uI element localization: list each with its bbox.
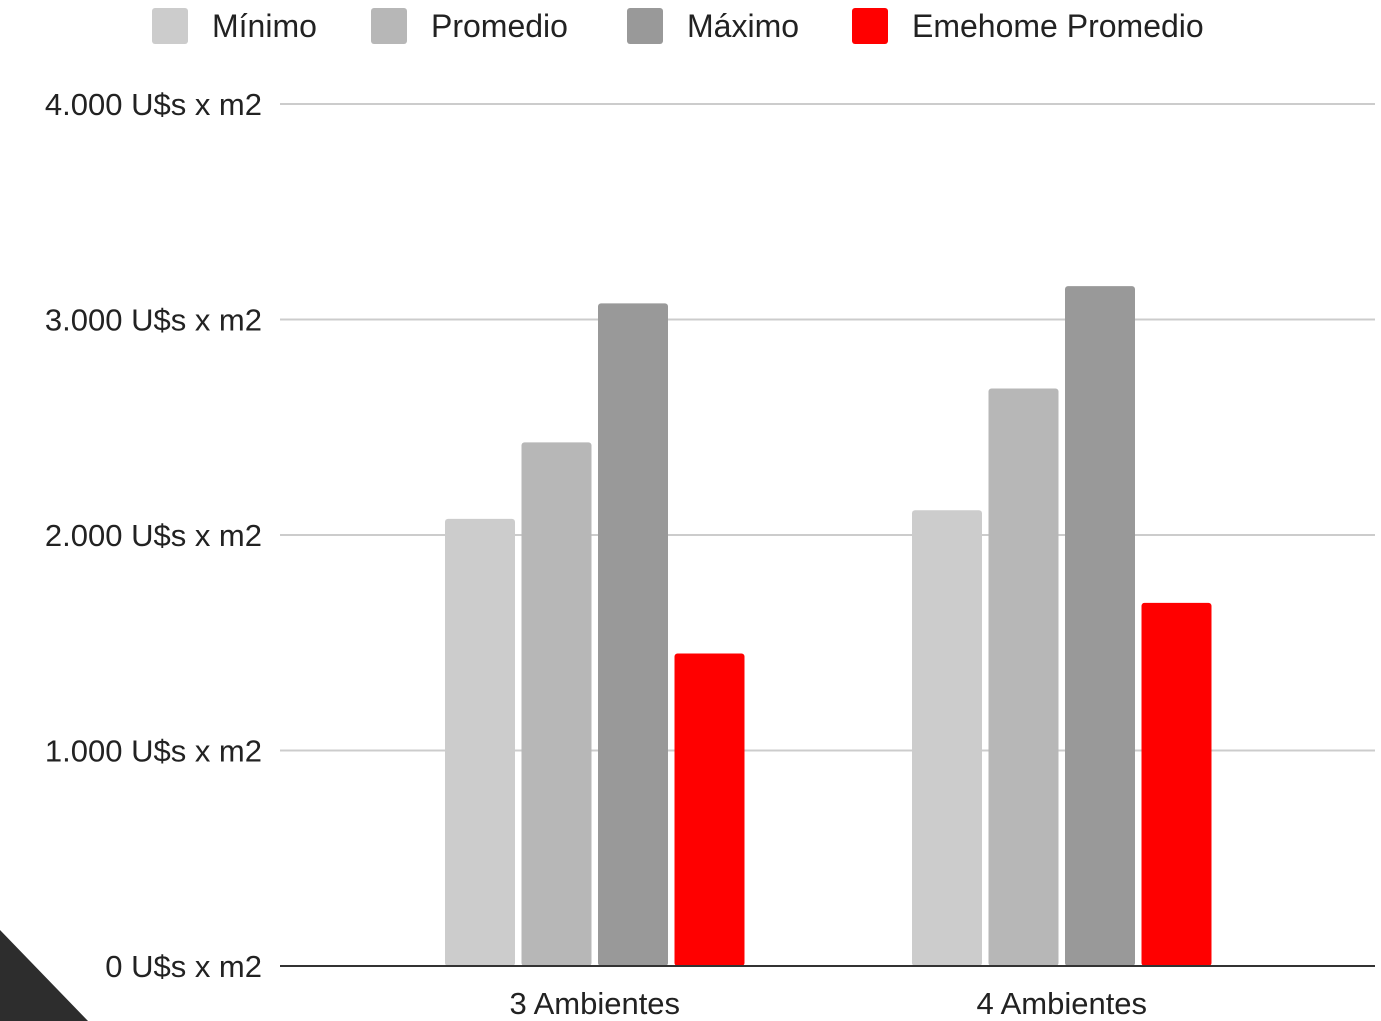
bar-promedio-4-ambientes [988,388,1059,967]
bar-promedio-3-ambientes [521,442,592,967]
bar-emehome-promedio-4-ambientes [1141,602,1212,966]
y-tick-label: 0 U$s x m2 [105,949,262,984]
y-tick-label: 2.000 U$s x m2 [45,518,262,553]
y-tick-label: 3.000 U$s x m2 [45,303,262,338]
corner-decoration-triangle [0,930,88,1021]
bar-emehome-promedio-3-ambientes [674,653,745,966]
y-tick-label: 4.000 U$s x m2 [45,87,262,122]
y-tick-label: 1.000 U$s x m2 [45,734,262,769]
legend-label: Promedio [431,8,568,44]
bar-m-nimo-4-ambientes [912,510,982,966]
legend-swatch [852,8,888,44]
legend-label: Emehome Promedio [912,8,1204,44]
legend-swatch [371,8,407,44]
legend-swatch [627,8,663,44]
x-category-label: 4 Ambientes [976,986,1147,1021]
bars [445,286,1212,967]
bar-m-nimo-3-ambientes [445,518,515,966]
x-category-label: 3 Ambientes [509,986,680,1021]
x-axis-category-labels: 3 Ambientes 4 Ambientes [509,986,1147,1021]
bar-m-ximo-3-ambientes [598,303,668,966]
bar-m-ximo-4-ambientes [1065,286,1135,966]
y-axis-tick-labels: 0 U$s x m2 1.000 U$s x m2 2.000 U$s x m2 3.… [45,87,262,984]
legend-label: Mínimo [212,8,317,44]
legend-label: Máximo [687,8,799,44]
legend-swatch [152,8,188,44]
legend: Mínimo Promedio Máximo Emehome Promedio [152,8,1204,44]
